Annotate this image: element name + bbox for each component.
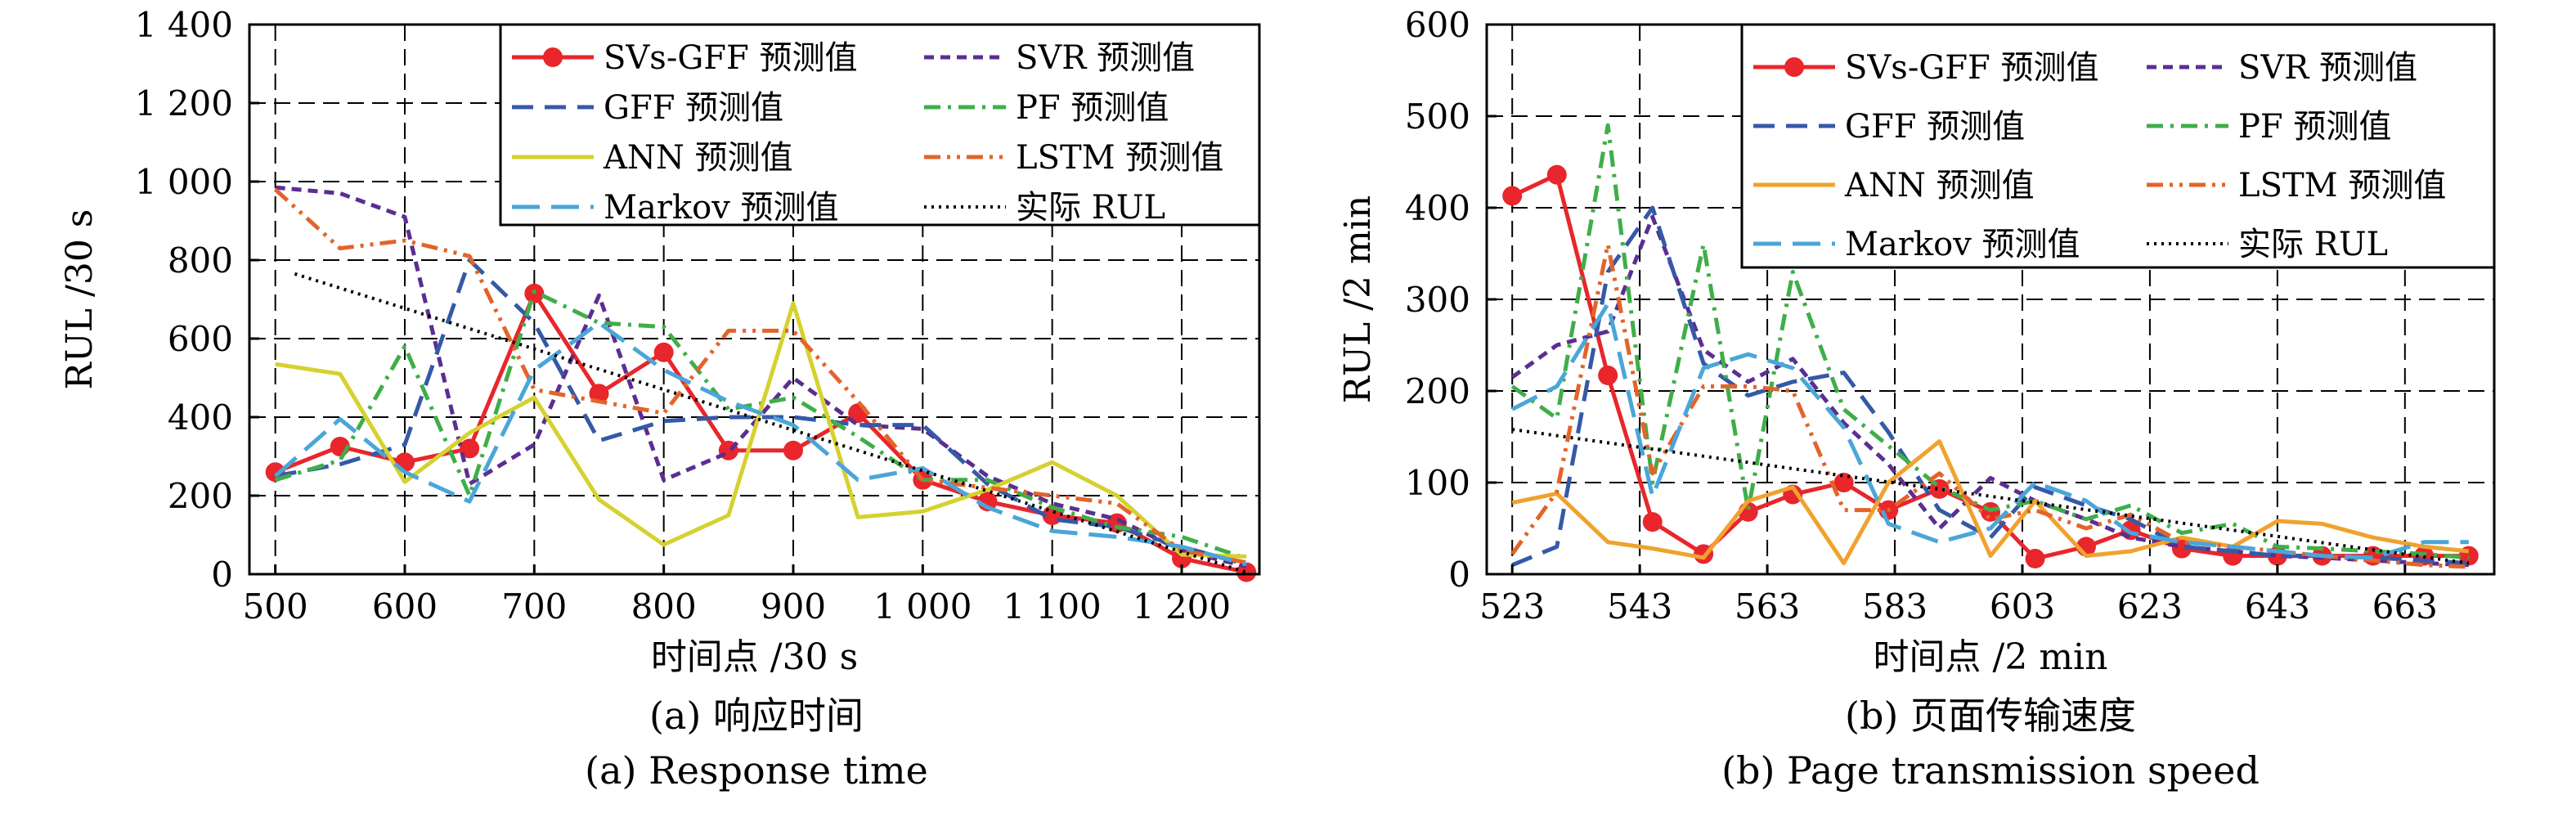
series-line-4: [1511, 439, 2470, 566]
legend: SVs-GFF 预测值 SVR 预测值 GFF 预测值 PF 预测值 ANN 预测值 LS…: [499, 23, 1261, 227]
legend-label: GFF 预测值: [604, 89, 783, 127]
legend-label: ANN 预测值: [603, 139, 793, 177]
y-tick-label: 1 400: [135, 5, 233, 45]
data-point: [1642, 512, 1663, 532]
legend-marker: [543, 47, 563, 67]
y-tick-label: 100: [1405, 463, 1470, 503]
x-axis-label: 时间点 /30 s: [651, 636, 858, 678]
data-point: [1546, 164, 1567, 185]
series-line-6: [274, 321, 1247, 567]
y-tick-label: 1 200: [135, 83, 233, 124]
y-tick-label: 0: [1448, 555, 1470, 595]
data-point: [653, 342, 674, 362]
series-line-6: [1511, 302, 2469, 560]
legend-box: [499, 23, 1261, 227]
legend-label: ANN 预测值: [1844, 167, 2035, 204]
y-tick-label: 300: [1405, 280, 1470, 320]
chart-b-page-transmission-speed: 523 543 563 583 603 623 643 663 0 100 200 300 400 500…: [1337, 5, 2496, 793]
x-tick-label: 643: [2245, 586, 2310, 627]
data-point: [783, 440, 803, 460]
data-point: [2025, 548, 2045, 568]
legend-label: SVR 预测值: [2238, 49, 2417, 87]
legend-label: SVR 预测值: [1016, 39, 1195, 77]
x-tick-label: 1 100: [1003, 586, 1102, 627]
y-tick-label: 200: [168, 476, 233, 516]
y-tick-label: 800: [168, 240, 233, 281]
x-tick-label: 900: [761, 586, 826, 627]
x-tick-label: 663: [2372, 586, 2438, 627]
legend-label: 实际 RUL: [2238, 226, 2388, 263]
legend-label: LSTM 预测值: [2238, 167, 2446, 204]
chart-a-response-time: 500 600 700 800 900 1 000 1 100 1 200 0 200 400 600…: [59, 5, 1261, 793]
data-point: [1236, 562, 1257, 582]
y-tick-label: 0: [211, 555, 233, 595]
y-tick-label: 600: [168, 319, 233, 359]
legend-label: PF 预测值: [2238, 108, 2391, 146]
series-group: [1502, 123, 2479, 569]
series-line-5: [273, 187, 1247, 565]
x-tick-label: 500: [243, 586, 308, 627]
tick-labels: 500 600 700 800 900 1 000 1 100 1 200 0 200 400 600…: [135, 5, 1231, 627]
series-line-4: [275, 301, 1247, 559]
data-point: [1598, 365, 1618, 385]
legend: SVs-GFF 预测值 SVR 预测值 GFF 预测值 PF 预测值 ANN 预测值 LS…: [1740, 23, 2496, 269]
x-tick-label: 1 200: [1133, 586, 1231, 627]
legend-label: Markov 预测值: [604, 189, 839, 227]
y-tick-label: 500: [1405, 97, 1470, 137]
data-point: [1502, 186, 1523, 206]
x-tick-label: 600: [372, 586, 438, 627]
caption-line-2: (a) Response time: [585, 748, 928, 793]
y-tick-label: 400: [1405, 188, 1470, 228]
y-axis-label: RUL /2 min: [1337, 195, 1379, 403]
y-tick-label: 200: [1405, 371, 1470, 411]
series-group: [265, 185, 1257, 582]
legend-box: [1740, 23, 2496, 269]
series-line-1: [275, 185, 1247, 568]
x-tick-label: 583: [1862, 586, 1928, 627]
x-tick-label: 800: [631, 586, 697, 627]
legend-label: 实际 RUL: [1016, 189, 1165, 227]
x-tick-label: 523: [1479, 586, 1545, 627]
series-line-2: [1511, 205, 2469, 568]
legend-label: SVs-GFF 预测值: [1845, 49, 2099, 87]
y-tick-label: 400: [168, 398, 233, 438]
legend-label: SVs-GFF 预测值: [604, 39, 858, 77]
series-line-2: [275, 258, 1247, 567]
x-tick-label: 563: [1735, 586, 1800, 627]
series-line-5: [1510, 242, 2469, 569]
y-tick-label: 600: [1405, 5, 1470, 45]
x-tick-label: 603: [1990, 586, 2055, 627]
legend-label: LSTM 预测值: [1016, 139, 1223, 177]
caption-line-2: (b) Page transmission speed: [1721, 748, 2260, 793]
series-line-0: [274, 291, 1247, 575]
legend-label: GFF 预测值: [1845, 108, 2025, 146]
series-line-3: [1510, 123, 2470, 560]
tick-labels: 523 543 563 583 603 623 643 663 0 100 200 300 400 500…: [1405, 5, 2438, 627]
legend-label: PF 预测值: [1016, 89, 1169, 127]
x-tick-label: 700: [501, 586, 567, 627]
y-axis-label: RUL /30 s: [59, 209, 101, 390]
caption-line-1: (b) 页面传输速度: [1845, 694, 2136, 738]
x-tick-label: 623: [2117, 586, 2183, 627]
x-axis-label: 时间点 /2 min: [1874, 636, 2108, 678]
y-tick-label: 1 000: [135, 162, 233, 202]
legend-label: Markov 预测值: [1845, 226, 2080, 263]
legend-marker: [1784, 57, 1804, 77]
series-line-3: [274, 289, 1247, 561]
x-tick-label: 1 000: [873, 586, 972, 627]
data-point: [460, 438, 480, 459]
x-tick-label: 543: [1607, 586, 1672, 627]
series-line-7: [1511, 428, 2470, 565]
caption-line-1: (a) 响应时间: [649, 694, 864, 738]
